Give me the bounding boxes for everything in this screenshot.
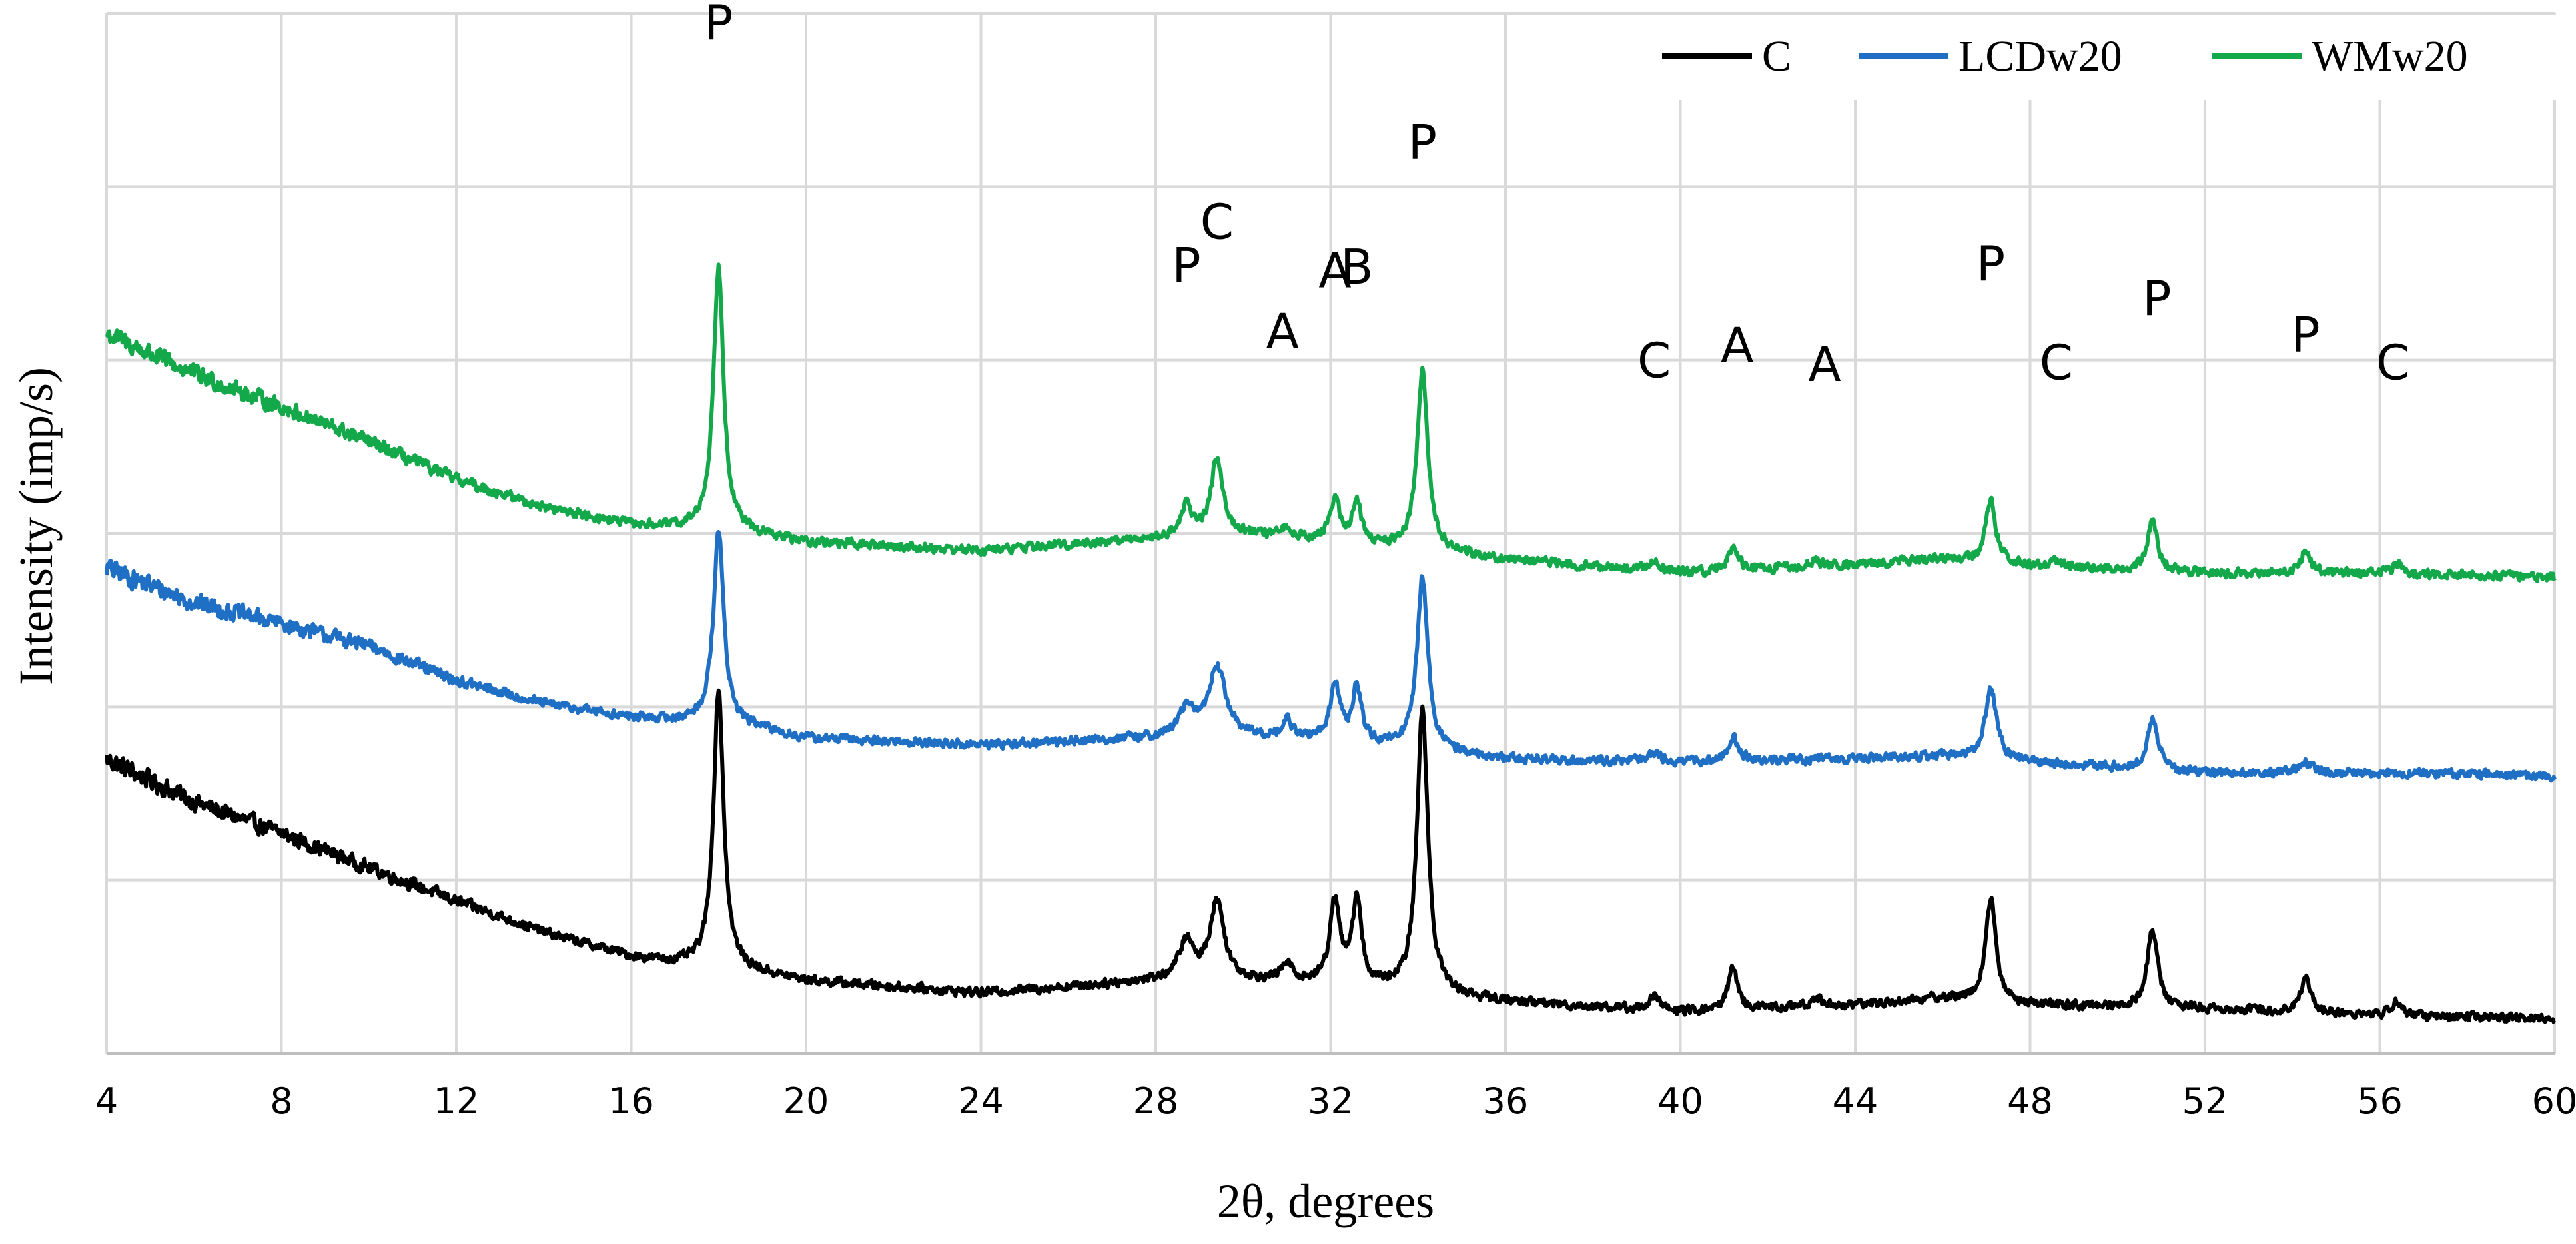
peak-label: C (2040, 334, 2073, 390)
peak-label: A (1266, 303, 1299, 359)
x-tick-label: 40 (1657, 1080, 1703, 1122)
legend-label: WMw20 (2312, 32, 2468, 81)
x-tick-label: 24 (958, 1080, 1004, 1122)
peak-label: P (1408, 115, 1437, 170)
x-tick-label: 36 (1483, 1080, 1529, 1122)
legend-label: C (1762, 32, 1791, 81)
x-tick-label: 60 (2532, 1080, 2576, 1122)
x-tick-label: 44 (1833, 1080, 1879, 1122)
x-tick-label: 48 (2007, 1080, 2053, 1122)
y-axis-title: Intensity (imp/s) (9, 367, 63, 685)
peak-label: P (2142, 270, 2171, 326)
peak-label: P (1172, 238, 1200, 294)
x-tick-label: 16 (608, 1080, 654, 1122)
series-layer (105, 262, 2557, 1025)
series-line-wmw20 (105, 262, 2557, 583)
series-line-c (105, 688, 2557, 1025)
peak-label: P (1976, 236, 2005, 292)
x-tick-label: 56 (2357, 1080, 2403, 1122)
x-tick-label: 28 (1133, 1080, 1179, 1122)
x-tick-label: 20 (783, 1080, 829, 1122)
peak-label: C (2376, 334, 2409, 390)
peak-label: P (2291, 307, 2320, 363)
peak-label: A (1318, 242, 1351, 298)
x-tick-labels: 4 8 12 16 20 24 28 32 36 40 44 48 52 56 60 (95, 1080, 2576, 1122)
x-tick-label: 52 (2182, 1080, 2228, 1122)
x-tick-label: 12 (434, 1080, 480, 1122)
peak-label: C (1637, 333, 1671, 389)
peak-label: C (1200, 194, 1234, 250)
peak-label: P (704, 0, 733, 51)
legend: C LCDw20 WMw20 (1624, 15, 2565, 100)
series-line-lcdw20 (105, 530, 2557, 783)
x-tick-label: 32 (1308, 1080, 1354, 1122)
peak-label: A (1721, 317, 1753, 373)
legend-box (1624, 15, 2565, 100)
x-axis-title: 2θ, degrees (1217, 1175, 1434, 1228)
peak-label: A (1808, 336, 1841, 392)
legend-label: LCDw20 (1958, 32, 2122, 81)
x-tick-label: 4 (95, 1080, 118, 1122)
peak-label: B (1340, 239, 1373, 295)
x-tick-label: 8 (270, 1080, 292, 1122)
